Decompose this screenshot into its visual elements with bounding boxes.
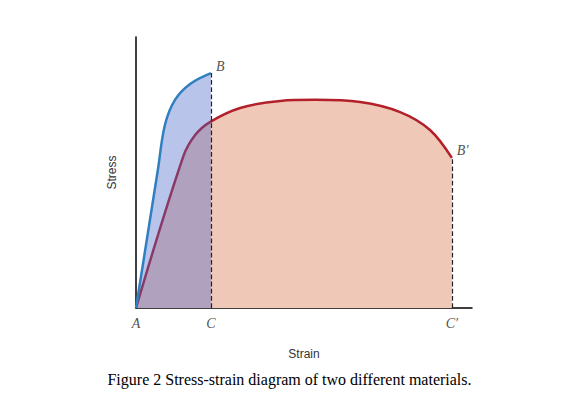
svg-text:Stress: Stress — [105, 155, 119, 189]
svg-text:C′: C′ — [446, 316, 459, 331]
svg-text:Strain: Strain — [288, 347, 319, 361]
svg-text:B′: B′ — [457, 143, 470, 158]
svg-text:A: A — [131, 316, 141, 331]
svg-text:Figure 2 Stress-strain diagram: Figure 2 Stress-strain diagram of two di… — [107, 371, 471, 389]
svg-text:C: C — [206, 316, 216, 331]
svg-text:B: B — [216, 59, 225, 74]
